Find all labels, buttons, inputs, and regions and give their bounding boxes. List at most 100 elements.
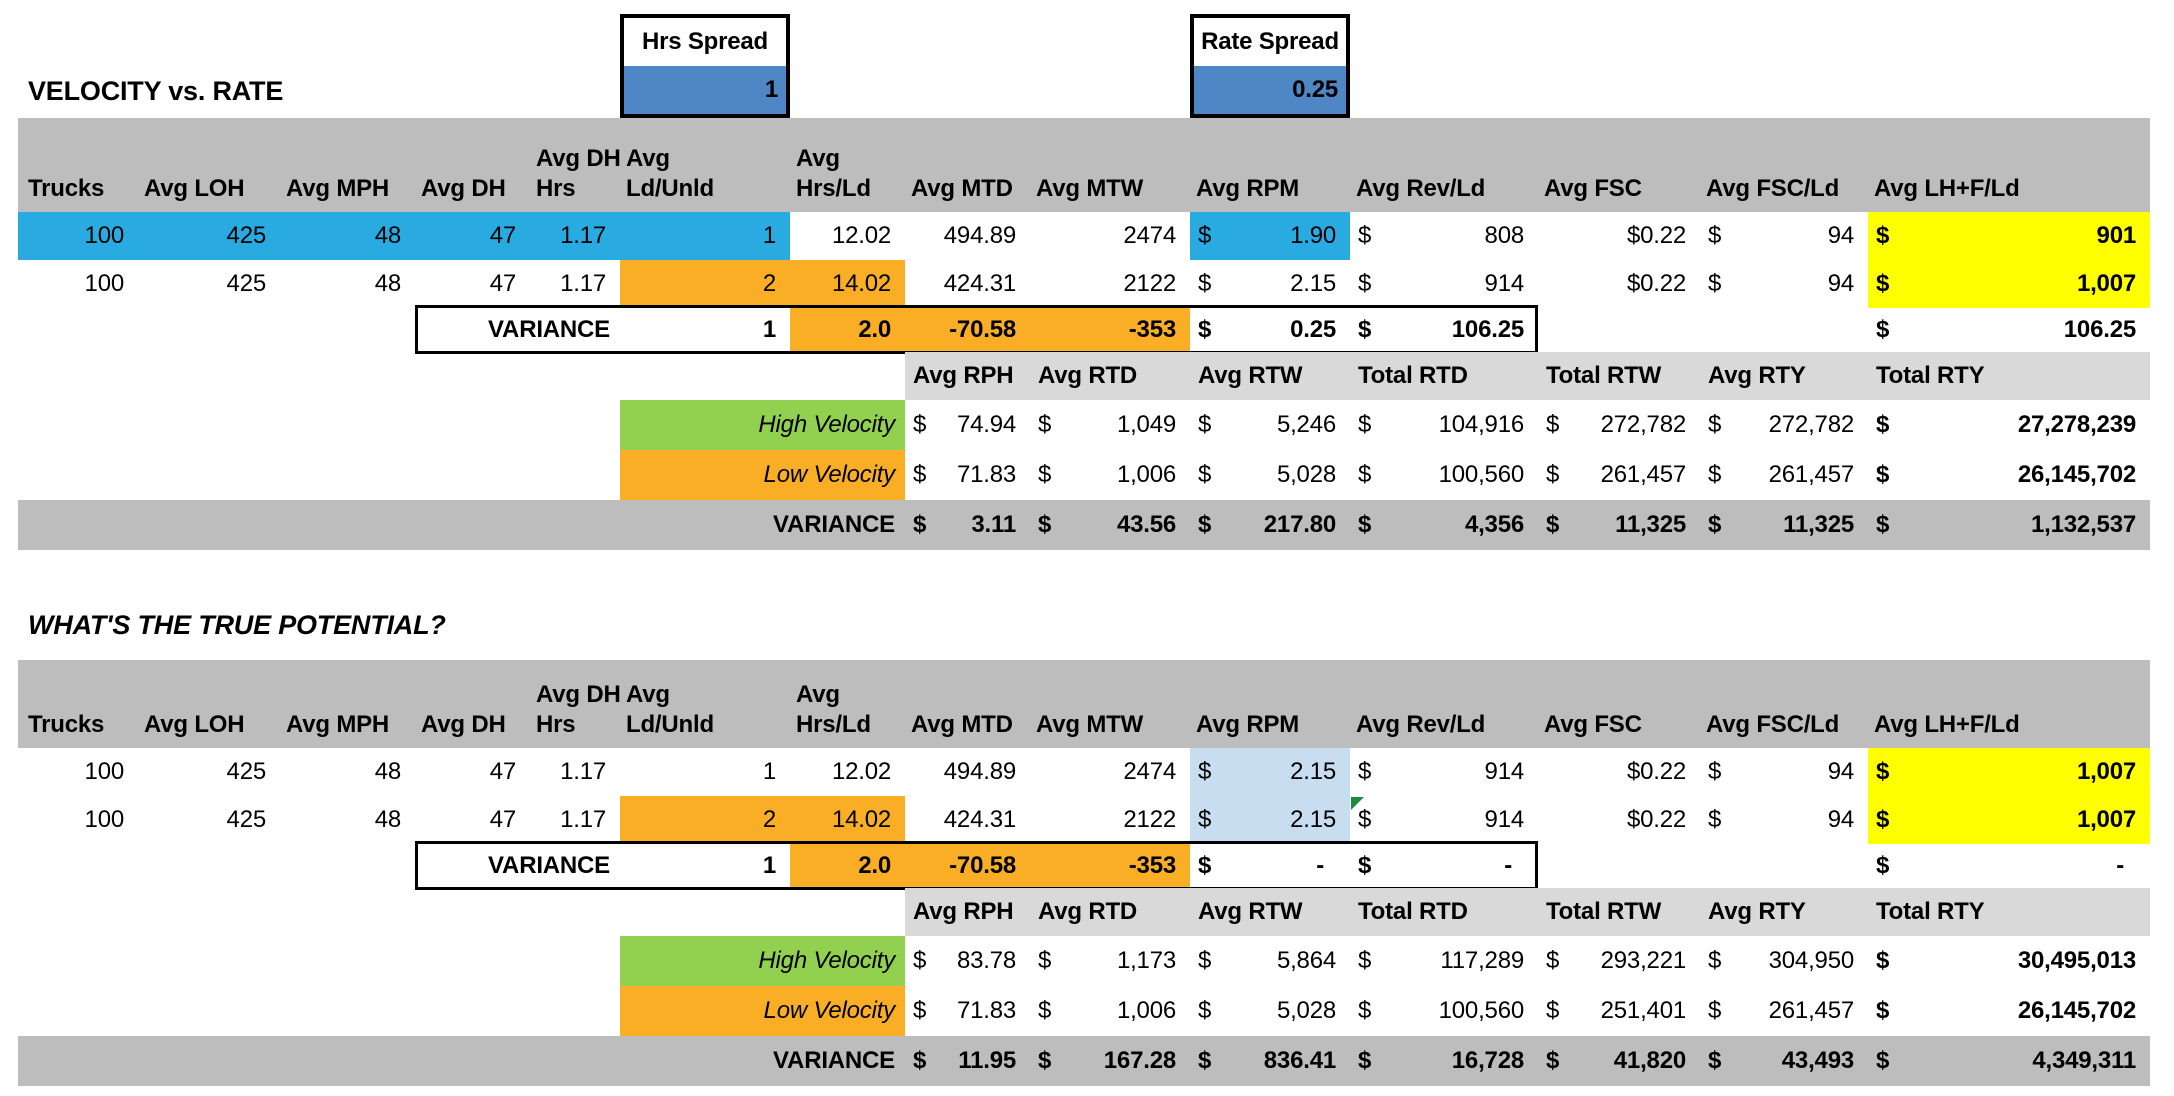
cell-variance-ld-unld[interactable]: 1 [762, 316, 776, 343]
rate-spread-value[interactable]: 0.25 [1194, 66, 1346, 114]
cell-avg-rtw[interactable]: $217.80 [1198, 511, 1336, 538]
cell-avg-dh-hrs[interactable]: 1.17 [530, 212, 620, 260]
cell-avg-dh-hrs[interactable]: 1.17 [560, 806, 606, 833]
cell-avg-rtd[interactable]: $43.56 [1038, 511, 1176, 538]
cell-avg-ld-unld[interactable]: 1 [762, 758, 776, 785]
cell-avg-ld-unld[interactable]: 2 [620, 796, 790, 844]
cell-avg-ld-unld[interactable]: 2 [620, 260, 790, 308]
cell-avg-mph[interactable]: 48 [374, 758, 401, 785]
cell-total-rtd[interactable]: $100,560 [1358, 461, 1524, 488]
cell-total-rtd[interactable]: $16,728 [1358, 1047, 1524, 1074]
cell-avg-mtw[interactable]: 2122 [1123, 270, 1176, 297]
cell-variance-rev-ld[interactable]: $ - [1358, 852, 1512, 879]
cell-avg-hrs-ld[interactable]: 12.02 [831, 222, 891, 249]
cell-avg-rtw[interactable]: $5,246 [1198, 411, 1336, 438]
cell-avg-dh[interactable]: 47 [415, 212, 530, 260]
cell-avg-hrs-ld[interactable]: 14.02 [790, 260, 905, 308]
cell-total-rty[interactable]: $4,349,311 [1876, 1047, 2136, 1074]
cell-avg-hrs-ld[interactable]: 12.02 [831, 758, 891, 785]
cell-avg-fsc[interactable]: $0.22 [1626, 758, 1686, 785]
cell-variance-lhf-ld[interactable]: $ - [1876, 852, 2124, 879]
cell-total-rtw[interactable]: $293,221 [1546, 947, 1686, 974]
cell-total-rtd[interactable]: $117,289 [1358, 947, 1524, 974]
cell-avg-lhf-ld[interactable]: $1,007 [1868, 748, 2150, 796]
cell-avg-mtw[interactable]: 2474 [1123, 222, 1176, 249]
cell-avg-rty[interactable]: $304,950 [1708, 947, 1854, 974]
cell-avg-mph[interactable]: 48 [280, 212, 415, 260]
cell-avg-lhf-ld[interactable]: $1,007 [1868, 796, 2150, 844]
cell-avg-mtd[interactable]: 494.89 [943, 758, 1016, 785]
cell-avg-mtw[interactable]: 2122 [1123, 806, 1176, 833]
cell-total-rtw[interactable]: $11,325 [1546, 511, 1686, 538]
cell-total-rtd[interactable]: $104,916 [1358, 411, 1524, 438]
cell-avg-rpm[interactable]: $2.15 [1198, 270, 1336, 297]
cell-avg-rtd[interactable]: $1,173 [1038, 947, 1176, 974]
cell-avg-rev-ld[interactable]: $914 [1358, 270, 1524, 297]
cell-total-rtd[interactable]: $100,560 [1358, 997, 1524, 1024]
cell-avg-mtd[interactable]: 424.31 [943, 806, 1016, 833]
cell-avg-rtd[interactable]: $1,006 [1038, 997, 1176, 1024]
cell-total-rty[interactable]: $1,132,537 [1876, 511, 2136, 538]
cell-variance-hrs-ld[interactable]: 2.0 [790, 844, 905, 888]
cell-avg-loh[interactable]: 425 [226, 270, 267, 297]
cell-avg-mtd[interactable]: 424.31 [943, 270, 1016, 297]
cell-avg-rty[interactable]: $11,325 [1708, 511, 1854, 538]
cell-variance-mtw[interactable]: -353 [1030, 308, 1190, 352]
cell-variance-rpm[interactable]: $0.25 [1198, 316, 1336, 343]
cell-avg-loh[interactable]: 425 [226, 806, 267, 833]
cell-avg-rph[interactable]: $71.83 [913, 997, 1016, 1024]
cell-avg-rtw[interactable]: $836.41 [1198, 1047, 1336, 1074]
cell-variance-mtw[interactable]: -353 [1030, 844, 1190, 888]
cell-variance-rev-ld[interactable]: $106.25 [1358, 316, 1524, 343]
cell-total-rtw[interactable]: $41,820 [1546, 1047, 1686, 1074]
cell-avg-rty[interactable]: $272,782 [1708, 411, 1854, 438]
cell-trucks[interactable]: 100 [18, 212, 138, 260]
cell-avg-lhf-ld[interactable]: $1,007 [1868, 260, 2150, 308]
cell-avg-rtd[interactable]: $167.28 [1038, 1047, 1176, 1074]
cell-avg-ld-unld[interactable]: 1 [620, 212, 790, 260]
cell-total-rty[interactable]: $26,145,702 [1876, 997, 2136, 1024]
cell-avg-rph[interactable]: $83.78 [913, 947, 1016, 974]
hrs-spread-value[interactable]: 1 [624, 66, 786, 114]
cell-variance-mtd[interactable]: -70.58 [905, 308, 1030, 352]
cell-avg-rph[interactable]: $74.94 [913, 411, 1016, 438]
cell-avg-mph[interactable]: 48 [374, 270, 401, 297]
cell-avg-rtw[interactable]: $5,028 [1198, 461, 1336, 488]
cell-avg-rty[interactable]: $43,493 [1708, 1047, 1854, 1074]
cell-trucks[interactable]: 100 [84, 758, 125, 785]
cell-variance-ld-unld[interactable]: 1 [762, 852, 776, 879]
cell-avg-fsc-ld[interactable]: $94 [1708, 758, 1854, 785]
cell-variance-rpm[interactable]: $ - [1198, 852, 1324, 879]
cell-avg-rpm[interactable]: $2.15 [1190, 796, 1350, 844]
cell-avg-fsc-ld[interactable]: $94 [1708, 222, 1854, 249]
cell-avg-rty[interactable]: $261,457 [1708, 461, 1854, 488]
cell-avg-rpm[interactable]: $1.90 [1190, 212, 1350, 260]
cell-total-rtw[interactable]: $261,457 [1546, 461, 1686, 488]
cell-avg-loh[interactable]: 425 [226, 758, 267, 785]
cell-avg-rph[interactable]: $71.83 [913, 461, 1016, 488]
cell-avg-hrs-ld[interactable]: 14.02 [790, 796, 905, 844]
cell-avg-dh[interactable]: 47 [489, 806, 516, 833]
cell-avg-fsc-ld[interactable]: $94 [1708, 270, 1854, 297]
cell-avg-fsc[interactable]: $0.22 [1626, 222, 1686, 249]
cell-total-rtd[interactable]: $4,356 [1358, 511, 1524, 538]
cell-avg-lhf-ld[interactable]: $901 [1868, 212, 2150, 260]
cell-total-rty[interactable]: $30,495,013 [1876, 947, 2136, 974]
cell-avg-rev-ld[interactable]: $808 [1358, 222, 1524, 249]
cell-avg-rtw[interactable]: $5,864 [1198, 947, 1336, 974]
cell-avg-rty[interactable]: $261,457 [1708, 997, 1854, 1024]
cell-avg-fsc[interactable]: $0.22 [1626, 270, 1686, 297]
cell-variance-lhf-ld[interactable]: $106.25 [1876, 316, 2136, 343]
cell-avg-mtw[interactable]: 2474 [1123, 758, 1176, 785]
cell-avg-dh-hrs[interactable]: 1.17 [560, 758, 606, 785]
cell-avg-rev-ld[interactable]: $914 [1350, 796, 1538, 844]
cell-total-rty[interactable]: $27,278,239 [1876, 411, 2136, 438]
cell-avg-rpm[interactable]: $2.15 [1190, 748, 1350, 796]
cell-variance-mtd[interactable]: -70.58 [905, 844, 1030, 888]
cell-avg-dh-hrs[interactable]: 1.17 [560, 270, 606, 297]
cell-avg-mtd[interactable]: 494.89 [943, 222, 1016, 249]
cell-total-rtw[interactable]: $251,401 [1546, 997, 1686, 1024]
cell-avg-fsc-ld[interactable]: $94 [1708, 806, 1854, 833]
cell-trucks[interactable]: 100 [84, 806, 125, 833]
cell-total-rtw[interactable]: $272,782 [1546, 411, 1686, 438]
